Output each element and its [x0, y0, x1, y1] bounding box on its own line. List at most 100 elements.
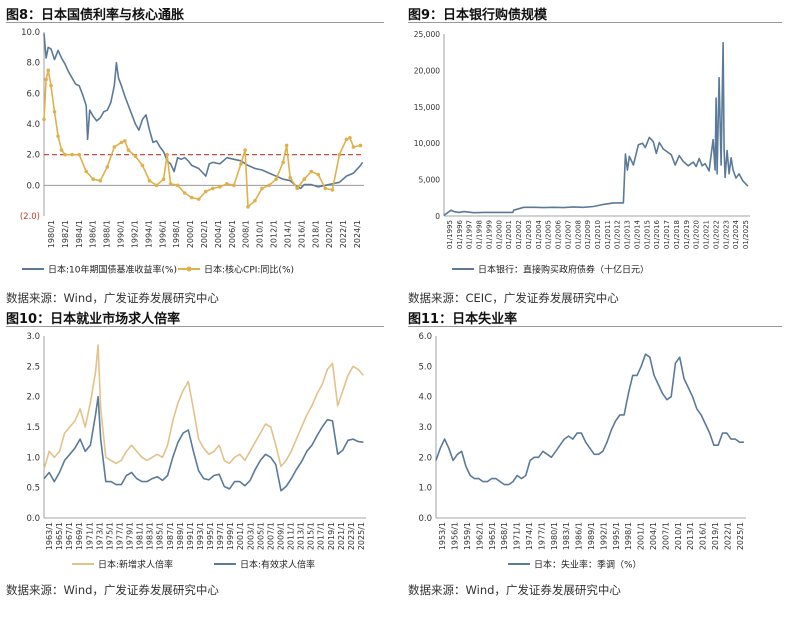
- y-tick-label: 4.0: [26, 120, 40, 130]
- x-tick-label: 1992/1: [130, 220, 139, 248]
- series-point: [323, 186, 328, 191]
- x-tick-label: 01/2009: [584, 220, 592, 249]
- x-tick-label: 01/2003: [525, 220, 533, 249]
- x-tick-label: 1983/1: [562, 522, 571, 550]
- series-point: [77, 152, 81, 157]
- x-tick-label: 1982/1: [61, 220, 70, 248]
- x-tick-label: 1965/1: [55, 522, 64, 550]
- x-tick-label: 1975/1: [105, 522, 114, 550]
- x-tick-label: 01/2023: [722, 220, 730, 249]
- y-tick-label: 2.5: [26, 362, 40, 372]
- x-tick-label: 2019/1: [327, 522, 336, 550]
- x-tick-label: 2012/1: [270, 220, 279, 248]
- x-tick-label: 1971/1: [85, 522, 94, 550]
- x-tick-label: 01/2005: [545, 220, 553, 249]
- figure-11-title: 图11：日本失业率: [408, 312, 518, 327]
- series-point: [295, 186, 299, 191]
- series-point: [253, 198, 257, 203]
- x-tick-label: 01/2006: [555, 219, 563, 249]
- x-tick-label: 2004/1: [649, 522, 658, 550]
- series-point: [210, 186, 215, 191]
- figure-8-title: 图8：日本国债利率与核心通胀: [6, 8, 185, 23]
- y-tick-label: 0.0: [26, 181, 40, 191]
- y-tick-label: 0.0: [26, 514, 40, 524]
- x-tick-label: 2007/1: [266, 522, 275, 550]
- x-tick-label: 01/2013: [624, 220, 632, 249]
- x-tick-label: 1985/1: [156, 522, 165, 550]
- series-point: [59, 148, 64, 152]
- x-tick-label: 2024/1: [353, 220, 362, 248]
- y-tick-label: 5.0: [418, 362, 432, 372]
- x-tick-label: 1992/1: [599, 522, 608, 550]
- series-point: [119, 140, 124, 145]
- series-point: [260, 186, 264, 191]
- x-tick-label: 2008/1: [242, 220, 251, 248]
- x-tick-label: 2013/1: [686, 522, 695, 550]
- series-point: [218, 185, 222, 189]
- figure-8-chart: (2.0) 0.0 2.0 4.0 6.0 8.0 10.0 1980/1 1982/1 1984…: [20, 28, 364, 276]
- x-tick-label: 2003/1: [246, 522, 255, 550]
- x-tick-label: 2002/1: [200, 220, 209, 248]
- x-tick-label: 2005/1: [256, 522, 265, 550]
- series-point: [123, 139, 127, 143]
- y-tick-label: 1.0: [418, 484, 432, 494]
- legend-label: 日本:核心CPI:同比(%): [204, 264, 294, 276]
- series-point: [246, 205, 250, 209]
- x-tick-label: 2007/1: [661, 522, 670, 550]
- x-tick-label: 01/2018: [673, 220, 681, 249]
- x-tick-label: 2001/1: [236, 522, 245, 550]
- x-tick-label: 01/2012: [614, 220, 622, 249]
- x-tick-label: 1993/1: [196, 522, 205, 550]
- x-tick-label: 1973/1: [95, 522, 104, 550]
- x-tick-label: 1963/1: [45, 522, 54, 550]
- series-point: [267, 183, 271, 188]
- series-point: [337, 152, 342, 157]
- series-point: [281, 160, 285, 165]
- x-tick-label: 1980/1: [550, 522, 559, 550]
- series-line-1: [43, 344, 365, 470]
- x-tick-label: 2009/1: [276, 522, 285, 550]
- x-tick-label: 01/2004: [535, 219, 543, 249]
- x-tick-label: 01/2024: [732, 219, 740, 249]
- x-tick-label: 1987/1: [166, 522, 175, 550]
- x-tick-label: 01/2001: [505, 220, 513, 249]
- x-tick-label: 1969/1: [75, 522, 84, 550]
- series-point: [309, 169, 314, 174]
- x-tick-label: 01/2020: [693, 220, 701, 249]
- y-tick-label: 4.0: [418, 393, 432, 403]
- series-line-1: [43, 33, 364, 190]
- series-point: [126, 148, 131, 152]
- legend-marker: [186, 266, 192, 272]
- series-point: [168, 182, 173, 186]
- series-point: [189, 195, 194, 200]
- x-tick-label: 2015/1: [307, 522, 316, 550]
- x-tick-label: 1956/1: [451, 522, 460, 550]
- x-tick-label: 01/2022: [712, 220, 720, 249]
- series-point: [288, 175, 292, 180]
- x-tick-label: 1998/1: [172, 220, 181, 248]
- x-tick-label: 2016/1: [297, 220, 306, 248]
- y-tick-label: 1.5: [26, 423, 40, 433]
- x-tick-label: 2010/1: [256, 220, 265, 248]
- legend-label: 日本:有效求人倍率: [240, 559, 315, 571]
- x-tick-label: 1996/1: [158, 220, 167, 248]
- figure-11-title-rule: [408, 326, 782, 327]
- series-point: [302, 177, 307, 181]
- figure-9-title: 图9：日本银行购债规模: [408, 8, 548, 23]
- figure-9-title-rule: [408, 22, 782, 23]
- series-point: [112, 145, 117, 149]
- x-tick-label: 01/2014: [633, 219, 641, 249]
- x-tick-label: 1995/1: [206, 522, 215, 550]
- legend-label: 日本:新增求人倍率: [98, 559, 173, 571]
- x-tick-label: 01/2019: [683, 220, 691, 249]
- series-point: [98, 178, 103, 183]
- x-tick-label: 2025/1: [736, 522, 745, 550]
- x-tick-label: 2011/1: [287, 522, 296, 550]
- x-tick-label: 01/2011: [604, 220, 612, 249]
- x-tick-label: 1999/1: [226, 522, 235, 550]
- y-tick-label: 6.0: [418, 332, 432, 342]
- x-tick-label: 01/1996: [456, 219, 464, 249]
